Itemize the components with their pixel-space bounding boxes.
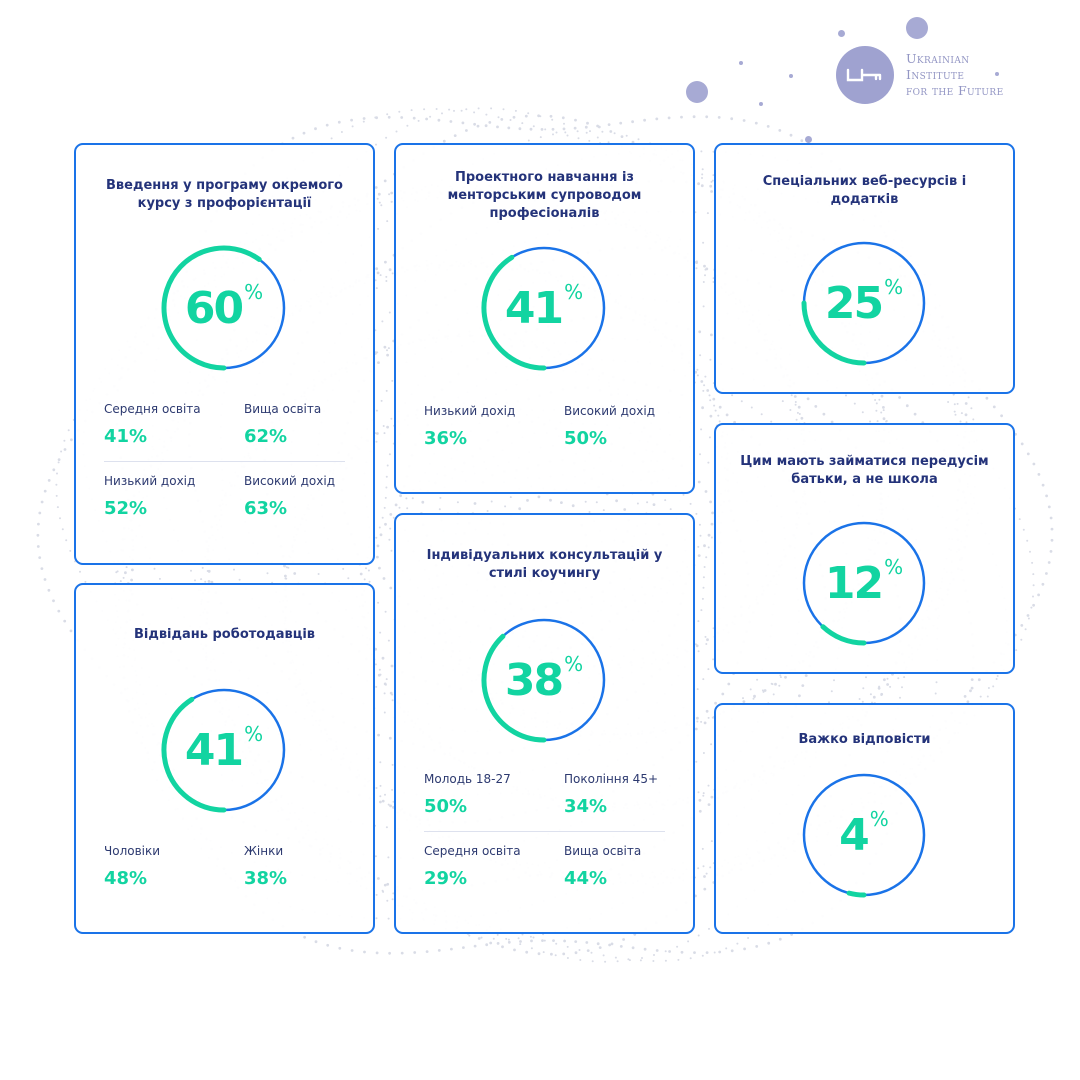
stat-higher-education: Вища освіта 44% <box>564 844 694 889</box>
donut-value: 4 <box>839 809 870 861</box>
stat-men: Чоловіки 48% <box>104 844 234 889</box>
stat-low-income: Низький дохід 36% <box>424 404 554 449</box>
stat-youth-18-27: Молодь 18-27 50% <box>424 772 554 817</box>
donut-chart: 25% <box>800 239 928 367</box>
stat-label: Низький дохід <box>104 474 196 488</box>
brand-line-3: for the Future <box>906 83 1004 98</box>
stat-secondary-education: Середня освіта 41% <box>104 402 234 447</box>
decor-dot <box>995 72 999 76</box>
percent-sign: % <box>564 280 584 304</box>
donut-progress-arc <box>481 254 547 371</box>
decor-dot <box>789 74 793 78</box>
donut-progress-arc <box>801 300 867 366</box>
stat-value: 48% <box>104 868 148 889</box>
stat-value: 34% <box>564 796 608 817</box>
donut-chart: 4% <box>800 771 928 899</box>
donut-value: 60 <box>184 282 244 334</box>
donut-value: 41 <box>184 724 244 776</box>
stat-value: 38% <box>244 868 288 889</box>
stat-label: Чоловіки <box>104 844 161 858</box>
stat-value: 62% <box>244 426 288 447</box>
card-title: Проектного навчання із менторським супро… <box>447 170 642 221</box>
donut-progress-arc <box>481 633 547 743</box>
decor-dot <box>805 136 812 143</box>
divider <box>104 461 345 462</box>
donut-chart: 41% <box>480 244 608 372</box>
brand-logo: Ukrainian Institute for the Future <box>836 46 1036 116</box>
donut-progress-arc <box>161 696 227 813</box>
percent-sign: % <box>564 652 584 676</box>
brand-line-2: Institute <box>906 67 965 82</box>
decor-dot <box>739 61 743 65</box>
stat-label: Середня освіта <box>424 844 521 858</box>
key-icon <box>836 46 894 104</box>
card-web-resources: Спеціальних веб-ресурсів і додатків 25% <box>714 143 1015 394</box>
stat-label: Вища освіта <box>244 402 322 416</box>
brand-name: Ukrainian Institute for the Future <box>906 51 1004 99</box>
card-hard-to-answer: Важко відповісти 4% <box>714 703 1015 934</box>
donut-value: 25 <box>824 277 884 329</box>
card-employer-visits: Відвідань роботодавців 41% Чоловіки 48% … <box>74 583 375 934</box>
stat-high-income: Високий дохід 63% <box>244 474 374 519</box>
donut-chart: 41% <box>160 686 288 814</box>
percent-sign: % <box>869 807 889 831</box>
decor-dot <box>906 17 928 39</box>
card-title: Відвідань роботодавців <box>133 627 316 642</box>
card-career-course: Введення у програму окремого курсу з про… <box>74 143 375 565</box>
stat-value: 50% <box>424 796 468 817</box>
stat-value: 63% <box>244 498 288 519</box>
donut-value: 41 <box>504 282 564 334</box>
stat-label: Покоління 45+ <box>564 772 659 786</box>
donut-progress-arc <box>161 245 262 371</box>
card-title: Цим мають займатися передусім батьки, а … <box>740 454 989 487</box>
stat-value: 29% <box>424 868 468 889</box>
donut-value: 12 <box>824 557 884 609</box>
stat-generation-45-plus: Покоління 45+ 34% <box>564 772 694 817</box>
stat-value: 44% <box>564 868 608 889</box>
stat-secondary-education: Середня освіта 29% <box>424 844 554 889</box>
card-title: Важко відповісти <box>798 732 931 747</box>
card-coaching: Індивідуальних консультацій у стилі коуч… <box>394 513 695 934</box>
decor-dot <box>686 81 708 103</box>
stat-higher-education: Вища освіта 62% <box>244 402 374 447</box>
stat-value: 52% <box>104 498 148 519</box>
stat-value: 41% <box>104 426 148 447</box>
donut-value: 38 <box>504 654 564 706</box>
card-title: Спеціальних веб-ресурсів і додатків <box>762 174 967 207</box>
donut-progress-arc <box>820 624 867 646</box>
donut-chart: 60% <box>160 244 288 372</box>
stat-label: Жінки <box>244 844 284 858</box>
decor-dot <box>838 30 845 37</box>
stat-high-income: Високий дохід 50% <box>564 404 694 449</box>
stat-women: Жінки 38% <box>244 844 374 889</box>
percent-sign: % <box>244 280 264 304</box>
stat-label: Вища освіта <box>564 844 642 858</box>
card-title: Індивідуальних консультацій у стилі коуч… <box>426 548 663 581</box>
percent-sign: % <box>244 722 264 746</box>
stat-label: Високий дохід <box>564 404 656 418</box>
card-mentored-projects: Проектного навчання із менторським супро… <box>394 143 695 494</box>
stat-label: Молодь 18-27 <box>424 772 511 786</box>
card-parents-responsibility: Цим мають займатися передусім батьки, а … <box>714 423 1015 674</box>
stat-value: 36% <box>424 428 468 449</box>
stat-low-income: Низький дохід 52% <box>104 474 234 519</box>
donut-chart: 12% <box>800 519 928 647</box>
divider <box>424 831 665 832</box>
stat-value: 50% <box>564 428 608 449</box>
percent-sign: % <box>884 555 904 579</box>
donut-progress-arc <box>846 890 867 898</box>
stat-label: Середня освіта <box>104 402 201 416</box>
decor-dot <box>759 102 763 106</box>
stat-label: Високий дохід <box>244 474 336 488</box>
card-title: Введення у програму окремого курсу з про… <box>106 178 343 211</box>
stat-label: Низький дохід <box>424 404 516 418</box>
brand-line-1: Ukrainian <box>906 51 970 66</box>
donut-chart: 38% <box>480 616 608 744</box>
percent-sign: % <box>884 275 904 299</box>
